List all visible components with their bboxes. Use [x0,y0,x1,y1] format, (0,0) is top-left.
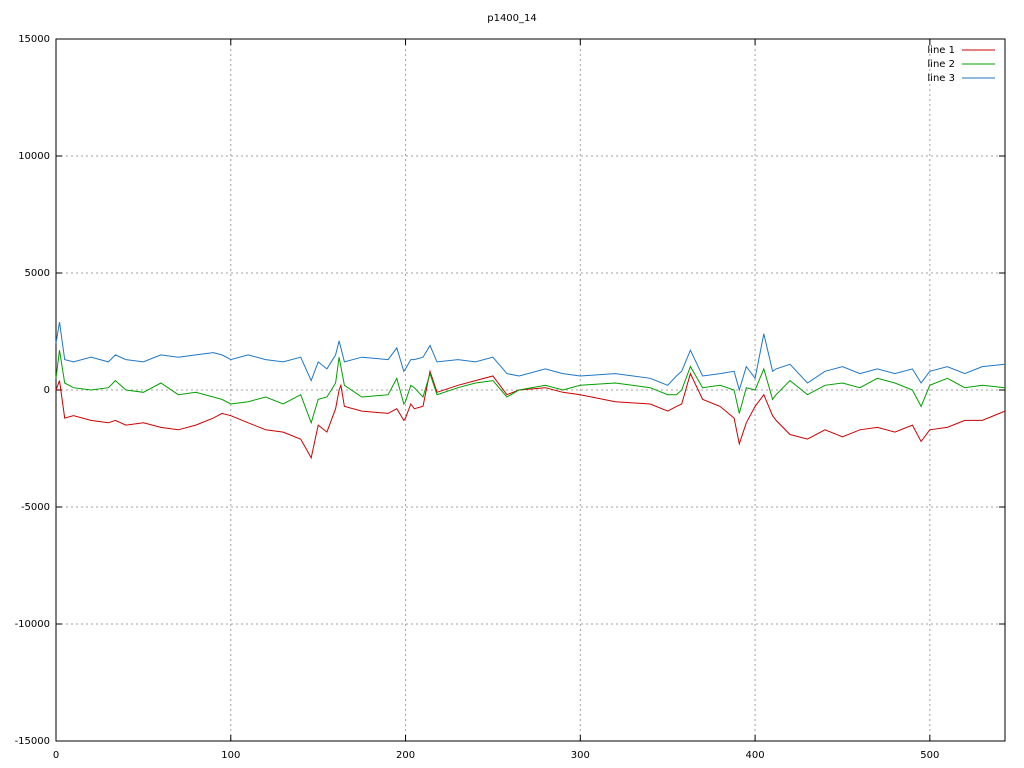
x-tick-label: 400 [746,750,765,761]
x-tick-label: 200 [396,750,415,761]
x-tick-label: 300 [571,750,590,761]
y-tick-label: 10000 [18,151,50,162]
y-tick-label: 0 [44,385,50,396]
data-line [55,322,1006,392]
y-tick-label: -10000 [15,619,50,630]
data-line [55,369,1006,460]
x-tick-label: 500 [920,750,939,761]
data-line [55,350,1006,425]
x-tick-label: 0 [53,750,59,761]
legend-label: line 1 [927,45,955,56]
y-tick-label: 5000 [25,268,50,279]
legend-label: line 2 [927,59,955,70]
y-tick-label: -15000 [15,736,50,747]
x-tick-label: 100 [221,750,240,761]
legend-label: line 3 [927,73,955,84]
y-tick-label: 15000 [18,34,50,45]
chart-title: p1400_14 [487,13,537,24]
y-tick-label: -5000 [21,502,50,513]
